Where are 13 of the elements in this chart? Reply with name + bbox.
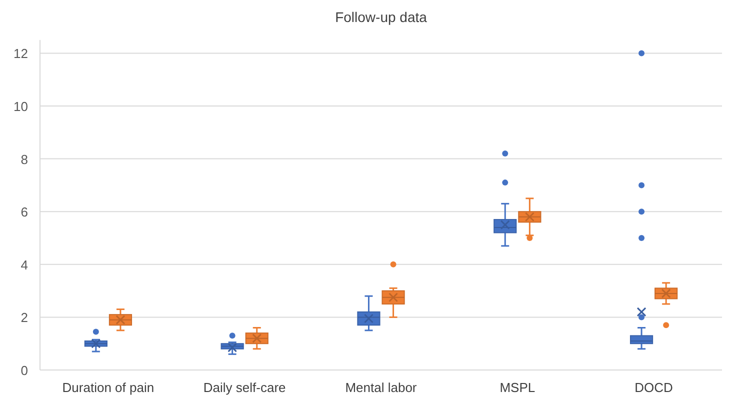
y-tick-label: 10 — [14, 99, 28, 114]
y-tick-label: 4 — [20, 257, 28, 272]
y-tick-label: 8 — [20, 152, 28, 167]
y-tick-label: 2 — [20, 310, 28, 326]
x-tick-label: MSPL — [500, 380, 536, 395]
x-tick-label: Mental labor — [345, 380, 418, 395]
y-tick-label: 12 — [14, 46, 28, 62]
y-tick-label: 6 — [20, 204, 28, 220]
chart-title: Follow-up data — [335, 9, 428, 25]
x-tick-label: Duration of pain — [62, 380, 154, 395]
x-tick-label: Daily self-care — [203, 380, 286, 395]
y-tick-label: 0 — [20, 363, 28, 378]
x-tick-label: DOCD — [634, 380, 673, 395]
